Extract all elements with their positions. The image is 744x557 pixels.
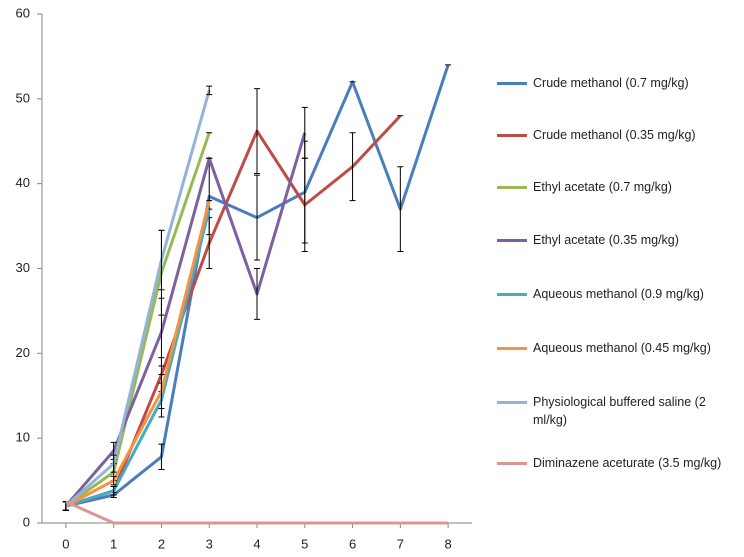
legend-item: Aqueous methanol (0.9 mg/kg) — [497, 281, 742, 321]
legend-swatch — [497, 462, 527, 465]
y-tick-label: 10 — [16, 430, 30, 445]
x-tick-label: 0 — [62, 536, 69, 551]
x-tick-label: 7 — [397, 536, 404, 551]
legend-item: Aqueous methanol (0.45 mg/kg) — [497, 335, 742, 375]
error-bar-line — [158, 443, 165, 471]
series-line — [65, 114, 402, 508]
series-line — [65, 132, 211, 508]
error-bar-line — [254, 268, 260, 320]
legend-swatch — [497, 293, 527, 296]
legend-label: Physiological buffered saline (2 ml/kg) — [533, 395, 706, 427]
legend-label: Aqueous methanol (0.45 mg/kg) — [533, 341, 711, 355]
legend-label: Ethyl acetate (0.7 mg/kg) — [533, 180, 672, 194]
legend-swatch — [497, 401, 527, 404]
error-bar — [158, 229, 165, 291]
series-line — [65, 200, 211, 508]
error-bar-line — [206, 85, 213, 96]
x-tick-label: 6 — [349, 536, 356, 551]
y-tick-label: 60 — [16, 5, 30, 20]
x-tick-label: 8 — [444, 536, 451, 551]
y-tick-label: 20 — [16, 345, 30, 360]
series-line — [64, 89, 211, 508]
error-bar-line — [206, 217, 213, 269]
error-bar — [110, 475, 117, 486]
legend-item: Crude methanol (0.35 mg/kg) — [497, 122, 742, 162]
legend-item: Ethyl acetate (0.35 mg/kg) — [497, 227, 742, 267]
error-bar-line — [158, 374, 165, 409]
error-bar — [254, 88, 260, 174]
error-bar — [110, 486, 117, 496]
error-bar-line — [158, 229, 165, 291]
error-bar — [206, 85, 213, 96]
error-bar — [110, 454, 117, 473]
error-bar — [397, 166, 404, 253]
error-bar-line — [158, 297, 165, 367]
error-bar-line — [110, 486, 117, 496]
legend-label: Diminazene aceturate (3.5 mg/kg) — [533, 456, 722, 470]
legend-swatch — [497, 186, 527, 189]
error-bar — [301, 106, 308, 159]
y-tick-label: 40 — [16, 175, 30, 190]
error-bar-line — [301, 106, 308, 159]
y-tick-label: 50 — [16, 90, 30, 105]
error-bar-line — [110, 454, 117, 473]
error-bar — [206, 217, 213, 269]
x-tick-label: 3 — [206, 536, 213, 551]
series-line — [64, 132, 307, 508]
legend-label: Crude methanol (0.7 mg/kg) — [533, 76, 689, 90]
legend-swatch — [497, 134, 527, 137]
x-tick-label: 1 — [110, 536, 117, 551]
x-tick-label: 5 — [301, 536, 308, 551]
y-tick-label: 0 — [23, 514, 30, 529]
legend-item: Diminazene aceturate (3.5 mg/kg) — [497, 450, 742, 490]
error-bar — [349, 132, 356, 202]
error-bar-line — [110, 475, 117, 486]
x-tick-label: 2 — [158, 536, 165, 551]
legend-swatch — [497, 82, 527, 85]
error-bar — [254, 268, 260, 320]
legend-swatch — [497, 347, 527, 350]
legend-label: Ethyl acetate (0.35 mg/kg) — [533, 233, 679, 247]
y-tick-label: 30 — [16, 260, 30, 275]
legend-item: Ethyl acetate (0.7 mg/kg) — [497, 174, 742, 214]
error-bar — [158, 297, 165, 367]
error-bar — [158, 374, 165, 409]
error-bar — [158, 443, 165, 471]
legend-label: Crude methanol (0.35 mg/kg) — [533, 128, 696, 142]
series-line — [65, 500, 449, 525]
legend-item: Physiological buffered saline (2 ml/kg) — [497, 389, 742, 429]
legend-swatch — [497, 239, 527, 242]
x-tick-label: 4 — [253, 536, 260, 551]
error-bar — [254, 174, 260, 261]
error-bar-line — [349, 132, 356, 202]
legend-label: Aqueous methanol (0.9 mg/kg) — [533, 287, 704, 301]
error-bar-line — [397, 166, 404, 253]
error-bar-line — [254, 174, 260, 261]
legend-item: Crude methanol (0.7 mg/kg) — [497, 70, 742, 110]
series-line — [65, 208, 211, 508]
error-bar-line — [254, 88, 260, 174]
